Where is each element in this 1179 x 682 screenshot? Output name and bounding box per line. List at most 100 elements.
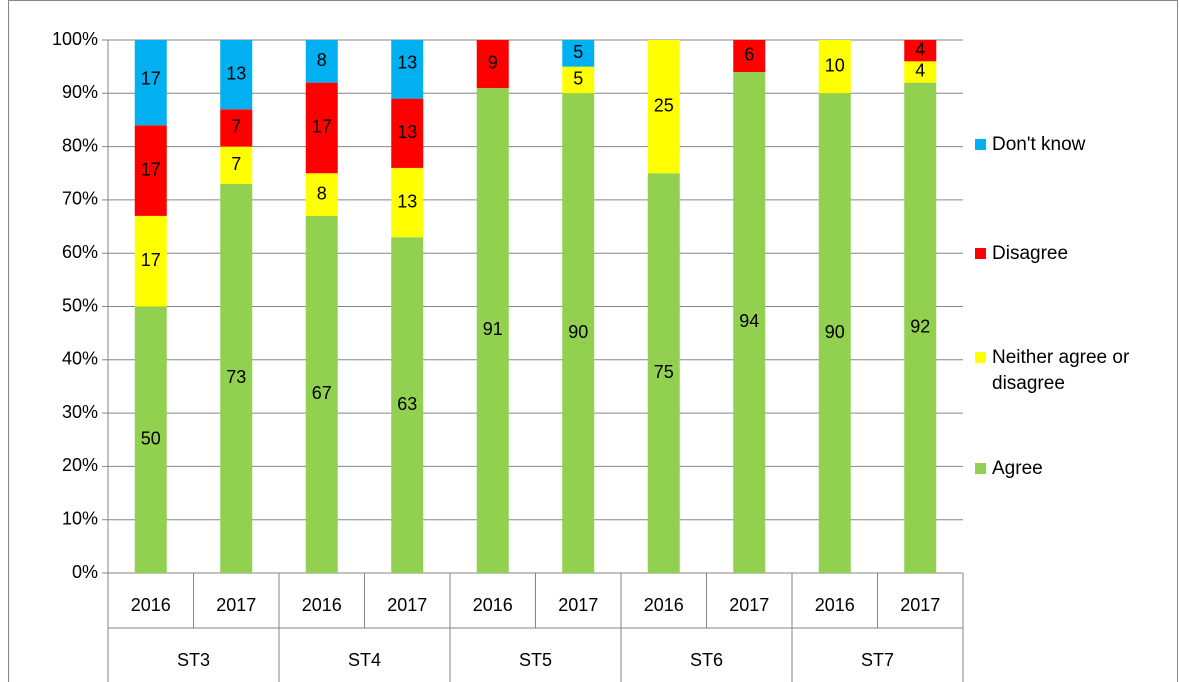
bar-segment [818, 40, 851, 94]
bar-segment [305, 215, 338, 573]
legend-entry: Neither agree or disagree [975, 345, 1165, 397]
y-tick-label: 60% [62, 242, 98, 262]
data-label: 17 [141, 69, 161, 89]
x-tick-label: 2016 [644, 595, 684, 615]
data-label: 91 [483, 319, 503, 339]
bar-segment [733, 71, 766, 573]
data-label: 9 [488, 53, 498, 73]
bar-segment [904, 82, 937, 573]
data-label: 10 [825, 55, 845, 75]
bar-segment [476, 40, 509, 88]
data-label: 17 [141, 250, 161, 270]
legend-label: Don't know [992, 134, 1086, 155]
bar-segment [562, 93, 595, 573]
bar-segment [220, 109, 253, 147]
data-label: 94 [739, 311, 759, 331]
data-label: 8 [317, 50, 327, 70]
bar-segment [134, 215, 167, 307]
y-tick-label: 20% [62, 455, 98, 475]
data-label: 5 [573, 69, 583, 89]
y-tick-label: 50% [62, 295, 98, 315]
bar-segment [391, 98, 424, 168]
bar-segment [391, 237, 424, 573]
bar-segment [562, 40, 595, 67]
bar-segment [818, 93, 851, 573]
data-label: 50 [141, 429, 161, 449]
data-label: 7 [231, 117, 241, 137]
y-tick-label: 30% [62, 402, 98, 422]
bar-segment [220, 183, 253, 573]
y-tick-label: 40% [62, 349, 98, 369]
y-tick-label: 90% [62, 82, 98, 102]
group-label: ST6 [690, 650, 723, 670]
bar-segment [904, 61, 937, 83]
data-label: 13 [397, 122, 417, 142]
y-tick-label: 80% [62, 135, 98, 155]
x-tick-label: 2016 [473, 595, 513, 615]
data-label: 90 [568, 322, 588, 342]
bar-segment [647, 40, 680, 174]
data-label: 90 [825, 322, 845, 342]
legend-label: Disagree [992, 243, 1069, 264]
bar-segment [476, 87, 509, 573]
data-label: 17 [141, 159, 161, 179]
x-tick-label: 2017 [216, 595, 256, 615]
data-label: 75 [654, 362, 674, 382]
data-label: 92 [910, 317, 930, 337]
bar-segment [305, 173, 338, 216]
data-label: 6 [744, 45, 754, 65]
data-label: 4 [915, 39, 925, 59]
x-tick-label: 2017 [900, 595, 940, 615]
y-tick-label: 0% [72, 562, 98, 582]
bar-segment [305, 82, 338, 174]
data-label: 63 [397, 394, 417, 414]
x-tick-label: 2016 [302, 595, 342, 615]
x-tick-label: 2016 [815, 595, 855, 615]
bar-segment [391, 40, 424, 99]
group-label: ST3 [177, 650, 210, 670]
bar-segment [391, 167, 424, 238]
bar-segment [134, 306, 167, 573]
bar-segment [647, 173, 680, 573]
chart-border [8, 0, 1178, 682]
y-tick-label: 10% [62, 508, 98, 528]
data-label: 25 [654, 95, 674, 115]
group-label: ST4 [348, 650, 381, 670]
data-label: 4 [915, 61, 925, 81]
bar-segment [733, 40, 766, 72]
x-tick-label: 2016 [131, 595, 171, 615]
legend-swatch [975, 139, 986, 150]
data-label: 67 [312, 383, 332, 403]
data-label: 17 [312, 117, 332, 137]
legend-swatch [975, 463, 986, 474]
legend-swatch [975, 248, 986, 259]
x-tick-label: 2017 [387, 595, 427, 615]
bar-segment [904, 40, 937, 62]
legend-entry: Don't know [975, 132, 1165, 158]
data-label: 5 [573, 42, 583, 62]
bar-segment [134, 40, 167, 126]
x-tick-label: 2017 [729, 595, 769, 615]
legend-label: Agree [992, 458, 1043, 479]
x-tick-label: 2017 [558, 595, 598, 615]
data-label: 13 [397, 191, 417, 211]
y-tick-label: 70% [62, 189, 98, 209]
legend-entry: Disagree [975, 241, 1165, 267]
bar-segment [305, 40, 338, 83]
legend-swatch [975, 352, 986, 363]
data-label: 8 [317, 183, 327, 203]
bar-segment [220, 146, 253, 184]
y-tick-label: 100% [52, 29, 98, 49]
data-label: 73 [226, 367, 246, 387]
data-label: 7 [231, 154, 241, 174]
bar-segment [220, 40, 253, 110]
bar-segment [134, 125, 167, 216]
legend-label: Neither agree or disagree [992, 347, 1130, 394]
group-label: ST7 [861, 650, 894, 670]
legend-entry: Agree [975, 456, 1165, 482]
group-label: ST5 [519, 650, 552, 670]
data-label: 13 [226, 63, 246, 83]
data-label: 13 [397, 53, 417, 73]
bar-segment [562, 66, 595, 94]
